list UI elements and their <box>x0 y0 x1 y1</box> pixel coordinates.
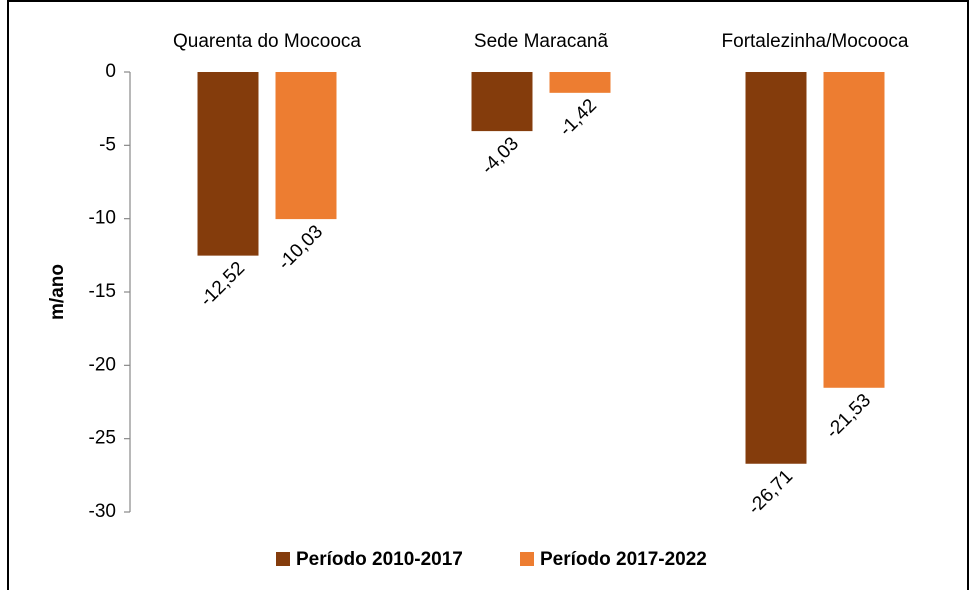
bar <box>471 72 533 132</box>
legend-label: Período 2010-2017 <box>296 549 463 570</box>
bar <box>549 72 611 93</box>
chart-frame <box>7 0 969 590</box>
y-tick-label: -30 <box>89 501 116 522</box>
y-tick-label: 0 <box>105 61 116 82</box>
y-tick-label: -5 <box>99 134 116 155</box>
y-tick-label: -10 <box>89 208 116 229</box>
bar <box>197 72 259 256</box>
value-label: -21,53 <box>822 390 875 443</box>
bar <box>823 72 885 388</box>
value-label: -10,03 <box>274 221 327 274</box>
legend-swatch <box>520 552 534 566</box>
y-tick-label: -20 <box>89 354 116 375</box>
value-label: -12,52 <box>196 258 249 311</box>
y-tick-label: -15 <box>89 281 116 302</box>
category-label: Sede Maracanã <box>474 31 609 52</box>
legend-swatch <box>276 552 290 566</box>
category-label: Quarenta do Mocooca <box>173 31 361 52</box>
bar <box>745 72 807 464</box>
y-tick-label: -25 <box>89 428 116 449</box>
value-label: -4,03 <box>478 133 523 178</box>
value-label: -26,71 <box>744 466 797 519</box>
category-label: Fortalezinha/Mocooca <box>722 31 909 52</box>
y-axis-label: m/ano <box>47 264 68 320</box>
legend-label: Período 2017-2022 <box>540 549 707 570</box>
bar <box>275 72 337 220</box>
value-label: -1,42 <box>556 95 601 140</box>
